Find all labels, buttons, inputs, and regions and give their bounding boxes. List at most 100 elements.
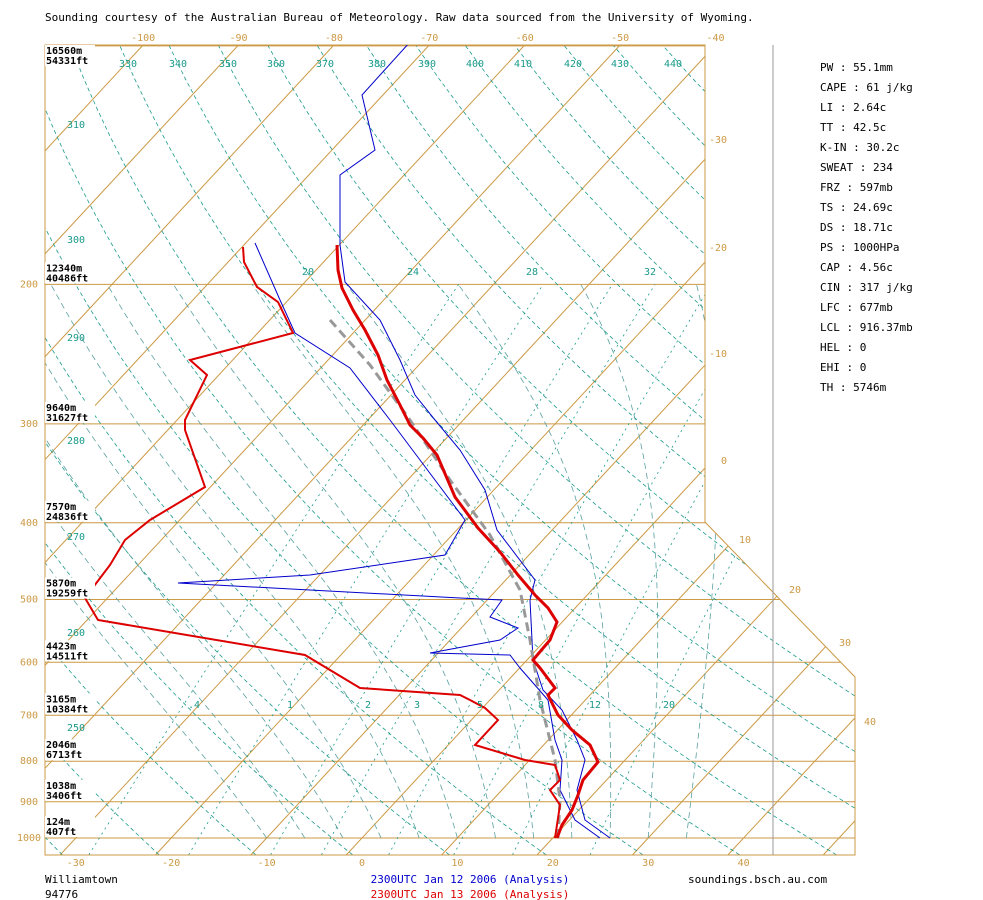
mixing-label: 2 [365,700,371,711]
theta-label: 340 [169,59,187,70]
height-m: 9640m [46,403,76,414]
theta-label: 250 [67,723,85,734]
height-box [45,262,95,284]
right-temp-label: -10 [709,349,727,360]
dry-adiabat [119,45,855,855]
dry-adiabat [168,45,855,855]
top-temp-label: -40 [706,33,724,44]
isotherm [45,45,526,855]
dry-adiabat [70,45,837,855]
mixing-label: 32 [644,267,656,278]
isotherm [45,45,335,855]
blue-dewpoint [177,242,601,839]
height-ft: 10384ft [46,704,88,715]
pressure-label: 900 [20,797,38,808]
isotherm [727,45,855,855]
moist-adiabat [251,284,535,839]
dry-adiabat [317,45,855,855]
index-value: LFC : 677mb [820,301,893,314]
top-temp-label: -70 [420,33,438,44]
index-value: CAP : 4.56c [820,261,893,274]
dry-adiabat [45,45,644,855]
pressure-label: 400 [20,518,38,529]
bottom-temp-label: 20 [547,858,559,869]
height-box [45,779,95,801]
index-value: SWEAT : 234 [820,161,893,174]
moist-adiabat [457,284,612,839]
mixing-label: 3 [414,700,420,711]
dry-adiabat [45,45,353,855]
height-box [45,739,95,761]
theta-label: 300 [67,235,85,246]
theta-label: 440 [664,59,682,70]
mixing-ratio-line [589,284,855,855]
pressure-label: 600 [20,657,38,668]
header: Sounding courtesy of the Australian Bure… [45,11,754,24]
dry-adiabat [45,45,257,855]
height-ft: 40486ft [46,273,88,284]
pressure-label: 300 [20,419,38,430]
mixing-label: 28 [526,267,538,278]
height-box [45,640,95,662]
theta-label: 380 [368,59,386,70]
height-m: 16560m [46,46,82,57]
theta-label: 430 [611,59,629,70]
bottom-temp-label: -20 [162,858,180,869]
isotherm [59,45,812,855]
height-ft: 6713ft [46,750,82,761]
dry-adiabat [218,45,855,855]
mixing-label: 24 [407,267,419,278]
index-value: CAPE : 61 j/kg [820,81,913,94]
theta-label: 410 [514,59,532,70]
frame [44,44,856,856]
height-box [45,577,95,599]
mixing-ratio-line [453,284,766,855]
mixing-label: .4 [188,700,200,711]
dry-adiabat [45,45,450,855]
mixing-ratio-line [88,284,459,855]
index-value: PW : 55.1mm [820,61,893,74]
isotherm [45,45,239,855]
height-ft: 407ft [46,827,76,838]
height-m: 124m [46,817,70,828]
index-value: CIN : 317 j/kg [820,281,913,294]
index-value: HEL : 0 [820,341,866,354]
bottom-temp-label: 0 [359,858,365,869]
moist-adiabat [45,284,382,839]
height-ft: 54331ft [46,56,88,67]
right-temp-label: -20 [709,243,727,254]
right-temp-label: 20 [789,585,801,596]
height-m: 2046m [46,740,76,751]
moist-adiabat [106,284,458,839]
grid [45,45,855,855]
theta-label: 270 [67,532,85,543]
height-ft: 19259ft [46,589,88,600]
theta-label: 390 [418,59,436,70]
index-value: DS : 18.71c [820,221,893,234]
height-m: 5870m [46,579,76,590]
height-box [45,45,95,66]
run-red: 2300UTC Jan 13 2006 (Analysis) [371,888,570,900]
height-m: 1038m [46,781,76,792]
theta-label: 290 [67,333,85,344]
run-blue: 2300UTC Jan 12 2006 (Analysis) [371,873,570,886]
mixing-label: 5 [477,700,483,711]
height-box [45,693,95,715]
right-temp-label: -30 [709,135,727,146]
index-value: TH : 5746m [820,381,887,394]
station: Williamtown [45,873,118,886]
height-ft: 14511ft [46,651,88,662]
index-value: TT : 42.5c [820,121,886,134]
pressure-label: 700 [20,710,38,721]
right-temp-label: 40 [864,717,876,728]
isotherm [45,45,716,855]
index-value: EHI : 0 [820,361,866,374]
mixing-label: 1 [287,700,293,711]
mixing-label: 12 [589,700,601,711]
index-value: FRZ : 597mb [820,181,893,194]
top-temp-label: -50 [611,33,629,44]
height-m: 3165m [46,694,76,705]
pressure-label: 800 [20,756,38,767]
height-ft: 3406ft [46,791,82,802]
bottom-temp-label: 10 [451,858,463,869]
